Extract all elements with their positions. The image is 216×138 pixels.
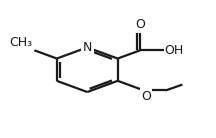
- Text: OH: OH: [164, 44, 184, 57]
- Text: O: O: [141, 90, 151, 103]
- Text: CH₃: CH₃: [10, 36, 33, 49]
- Text: N: N: [83, 41, 92, 54]
- Text: O: O: [135, 18, 145, 31]
